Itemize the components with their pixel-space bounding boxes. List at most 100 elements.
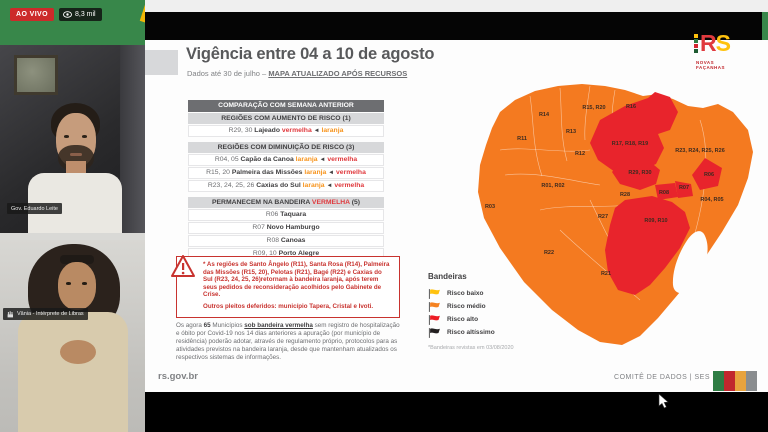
legend-item: Risco baixo bbox=[428, 287, 538, 300]
region-r17-r18-r19 bbox=[590, 92, 678, 172]
arrow-icon: ◄ bbox=[319, 157, 326, 163]
legend-footnote: *Bandeiras revistas em 03/08/2020 bbox=[428, 345, 514, 351]
eye-icon bbox=[63, 11, 72, 18]
rs-gov-br-link[interactable]: rs.gov.br bbox=[158, 371, 198, 382]
logo-square bbox=[694, 44, 698, 48]
flag-new: laranja bbox=[295, 156, 318, 163]
arrow-icon: ◄ bbox=[328, 170, 335, 176]
table-header: COMPARAÇÃO COM SEMANA ANTERIOR bbox=[188, 100, 384, 112]
region-codes: R09, 10 bbox=[252, 250, 277, 257]
region-r29-r30 bbox=[612, 160, 660, 190]
interpreter-hands bbox=[60, 340, 96, 364]
warning-triangle-icon bbox=[171, 255, 195, 277]
table-row: R15, 20 Palmeira das Missões laranja ◄ v… bbox=[188, 167, 384, 179]
governor-eye bbox=[82, 135, 87, 138]
flag-old: vermelha bbox=[336, 169, 366, 176]
lagoa-dos-patos bbox=[672, 231, 708, 294]
map-label: R29, R30 bbox=[628, 170, 651, 176]
footer-credit: COMITÊ DE DADOS | SES bbox=[614, 374, 710, 381]
stay-header-text: PERMANECEM NA BANDEIRA bbox=[211, 199, 312, 206]
region-codes: R07 bbox=[252, 224, 265, 231]
legend-label: Risco alto bbox=[447, 316, 479, 323]
flag-old: laranja bbox=[321, 127, 344, 134]
governor-mouth bbox=[70, 153, 82, 156]
map-label: R07 bbox=[679, 185, 689, 191]
map-label: R16 bbox=[626, 104, 636, 110]
flag-icon-high bbox=[428, 314, 440, 325]
region-codes: R08 bbox=[266, 237, 279, 244]
interpreter-eye bbox=[82, 282, 87, 285]
flag-old: vermelha bbox=[334, 182, 365, 189]
legend-item: Risco médio bbox=[428, 300, 538, 313]
logo-square bbox=[694, 39, 698, 43]
table-row: R07 Novo Hamburgo bbox=[188, 222, 384, 234]
region-r08 bbox=[655, 183, 678, 200]
green-backdrop bbox=[0, 0, 170, 46]
mouse-cursor bbox=[658, 393, 669, 409]
region-name: Palmeira das Missões bbox=[231, 169, 303, 176]
map-label: R13 bbox=[566, 129, 576, 135]
flag-new: vermelha bbox=[281, 127, 312, 134]
map-label: R04, R05 bbox=[700, 197, 723, 203]
arrow-icon: ◄ bbox=[326, 183, 333, 189]
legend-title: Bandeiras bbox=[428, 272, 467, 281]
region-labels: R14 R15, R20 R16 R11 R13 R12 R17, R18, R… bbox=[485, 104, 725, 277]
warning-box: * As regiões de Santo Ângelo (R11), Sant… bbox=[176, 256, 400, 318]
map-label: R12 bbox=[575, 151, 585, 157]
region-codes: R23, 24, 25, 26 bbox=[207, 182, 255, 189]
region-codes: R15, 20 bbox=[206, 169, 230, 176]
footer-color-square bbox=[713, 371, 724, 391]
legend-item: Risco altíssimo bbox=[428, 326, 538, 339]
table-row: R23, 24, 25, 26 Caxias do Sul laranja ◄ … bbox=[188, 180, 384, 192]
flag-icon-low bbox=[428, 288, 440, 299]
picture-frame bbox=[14, 55, 58, 95]
region-r07 bbox=[675, 181, 693, 198]
note-highlight: sob bandeira vermelha bbox=[244, 322, 313, 329]
footer-color-square bbox=[746, 371, 757, 391]
top-black-bar bbox=[145, 12, 762, 40]
logo-letters: RS bbox=[700, 30, 731, 56]
footer-color-square bbox=[724, 371, 735, 391]
arrow-icon: ◄ bbox=[313, 128, 320, 134]
region-name: Porto Alegre bbox=[278, 250, 320, 257]
map-label: R28 bbox=[620, 192, 630, 198]
table-row: R29, 30 Lajeado vermelha ◄ laranja bbox=[188, 125, 384, 137]
note-paragraph: Os agora 65 Municípios sob bandeira verm… bbox=[176, 322, 402, 362]
background-wall bbox=[120, 45, 145, 233]
legend-label: Risco altíssimo bbox=[447, 329, 495, 336]
subtitle-text: Dados até 30 de julho – bbox=[187, 69, 269, 78]
rs-government-logo: RS NOVAS FAÇANHAS bbox=[688, 30, 744, 70]
map-label: R09, R10 bbox=[644, 218, 667, 224]
interpreter-blouse bbox=[18, 312, 128, 432]
map-label: R23, R24, R25, R26 bbox=[675, 148, 725, 154]
flag-old: vermelha bbox=[327, 156, 358, 163]
map-updated-link[interactable]: MAPA ATUALIZADO APÓS RECURSOS bbox=[268, 69, 408, 78]
title-accent-square bbox=[145, 50, 178, 75]
stay-header-red: VERMELHA bbox=[311, 199, 350, 206]
note-text: Municípios bbox=[210, 322, 245, 329]
flag-icon-medium bbox=[428, 301, 440, 312]
interpreter-face bbox=[58, 262, 96, 310]
region-name: Canoas bbox=[280, 237, 306, 244]
interpreter-eye bbox=[66, 282, 71, 285]
map-label: R22 bbox=[544, 250, 554, 256]
map-label: R08 bbox=[659, 190, 669, 196]
rs-state-risk-map: R14 R15, R20 R16 R11 R13 R12 R17, R18, R… bbox=[478, 84, 753, 345]
logo-letter-s: S bbox=[715, 30, 731, 56]
glasses-on-head bbox=[60, 255, 94, 264]
interpreter-name-badge: Vânia - Intérprete de Libras bbox=[3, 308, 88, 320]
live-badge: AO VIVO bbox=[10, 8, 54, 21]
governor-eye bbox=[64, 135, 69, 138]
table-row: R04, 05 Capão da Canoa laranja ◄ vermelh… bbox=[188, 154, 384, 166]
map-label: R15, R20 bbox=[582, 105, 605, 111]
viewer-count: 8,3 mil bbox=[75, 11, 96, 18]
note-text: Os agora bbox=[176, 322, 204, 329]
governor-name-badge: Gov. Eduardo Leite bbox=[7, 203, 62, 214]
top-light-strip bbox=[145, 0, 768, 12]
region-name: Caxias do Sul bbox=[256, 182, 301, 189]
region-name: Novo Hamburgo bbox=[266, 224, 320, 231]
comparison-table: COMPARAÇÃO COM SEMANA ANTERIOR REGIÕES C… bbox=[188, 100, 384, 274]
viewer-count-badge: 8,3 mil bbox=[59, 8, 102, 21]
legend-item: Risco alto bbox=[428, 313, 538, 326]
